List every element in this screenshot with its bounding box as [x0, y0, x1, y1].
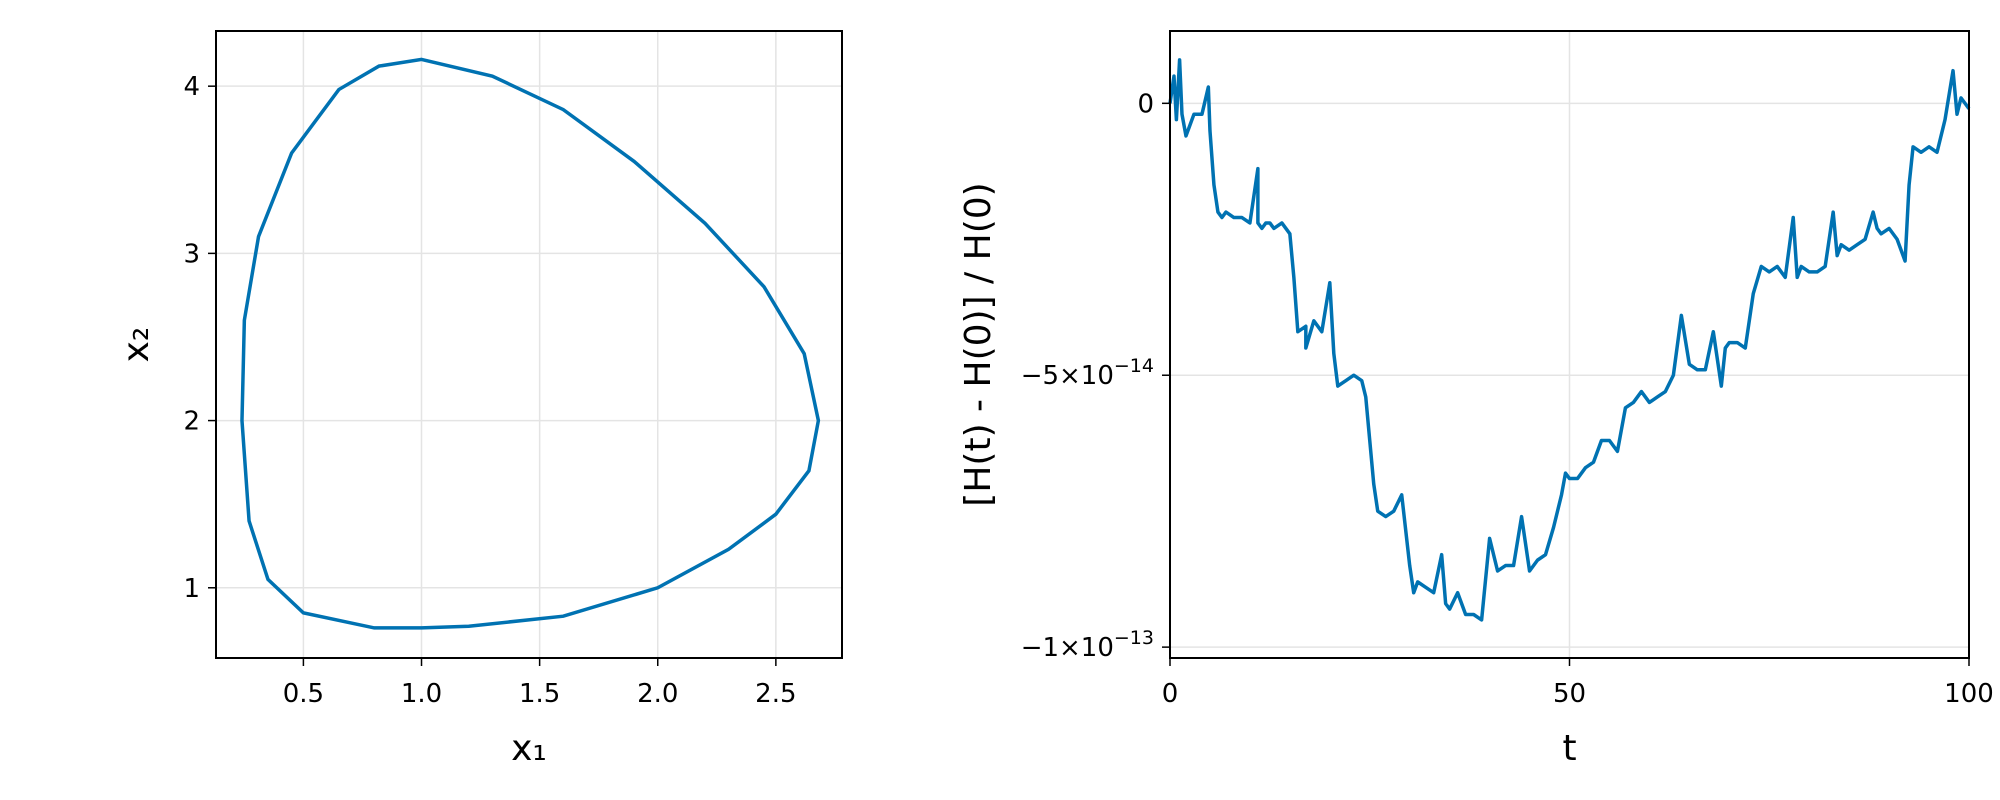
phase-portrait-ticks: 0.5 1.0 1.5 2.0 2.5 1 2 3 4 [183, 72, 796, 709]
energy-error-x-tick-label: 0 [1162, 679, 1179, 709]
phase-portrait-orbit-line [240, 57, 821, 630]
phase-portrait-x-tick-label: 1.0 [401, 679, 442, 709]
energy-error-y-tick-label: 0 [1137, 89, 1154, 119]
energy-error-y-tick-label: −5×10−14 [1021, 355, 1154, 391]
phase-portrait-x-tick-label: 0.5 [283, 679, 324, 709]
phase-portrait-y-tick-label: 4 [183, 72, 200, 102]
energy-error-y-axis-title: [H(t) - H(0)] / H(0) [958, 182, 999, 506]
phase-portrait-y-tick-label: 1 [183, 574, 200, 604]
energy-error-y-tick-label: −1×10−13 [1021, 627, 1154, 663]
energy-error-x-tick-label: 50 [1553, 679, 1586, 709]
phase-portrait-x-axis-title: x₁ [511, 728, 547, 769]
phase-portrait-y-tick-label: 2 [183, 407, 200, 437]
phase-portrait-y-axis-title: x₂ [116, 327, 157, 363]
energy-error-x-axis-title: t [1562, 728, 1576, 769]
energy-error-series-line [1168, 58, 1971, 622]
phase-portrait-x-tick-label: 2.0 [637, 679, 678, 709]
phase-portrait-x-tick-label: 1.5 [519, 679, 560, 709]
phase-portrait-x-tick-label: 2.5 [755, 679, 796, 709]
phase-portrait-panel: 0.5 1.0 1.5 2.0 2.5 1 2 3 4 x₁ x₂ [116, 30, 843, 769]
phase-portrait-frame [215, 30, 843, 659]
energy-error-grid [1169, 31, 1970, 658]
phase-portrait-y-tick-label: 3 [183, 239, 200, 269]
energy-error-panel: 0 50 100 0 −5×10−14 −1×10−13 t [H(t) - H(0)] … [958, 30, 1994, 769]
energy-error-x-tick-label: 100 [1944, 679, 1994, 709]
energy-error-ticks: 0 50 100 0 −5×10−14 −1×10−13 [1021, 89, 1994, 709]
phase-portrait-grid [216, 31, 842, 658]
